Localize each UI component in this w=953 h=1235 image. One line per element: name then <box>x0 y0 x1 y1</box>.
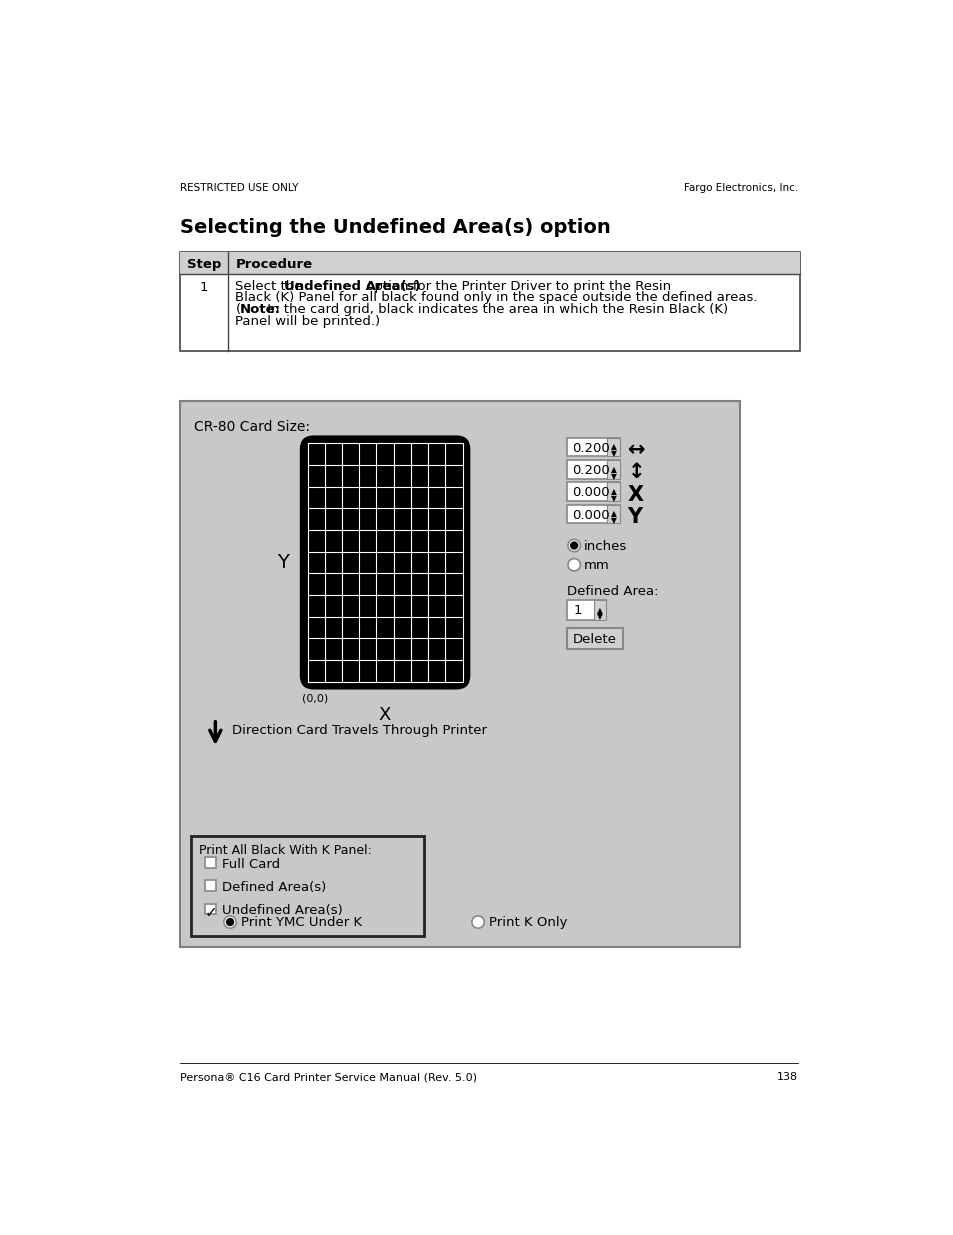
Bar <box>607 461 619 478</box>
Text: In the card grid, black indicates the area in which the Resin Black (K): In the card grid, black indicates the ar… <box>263 303 727 316</box>
Text: ▼: ▼ <box>610 450 616 458</box>
Text: Full Card: Full Card <box>222 858 280 871</box>
Text: CR-80 Card Size:: CR-80 Card Size: <box>193 420 310 433</box>
Text: ▼: ▼ <box>610 494 616 503</box>
Text: inches: inches <box>583 540 627 553</box>
Bar <box>567 600 605 620</box>
Text: Procedure: Procedure <box>235 258 313 270</box>
Text: Undefined Area(s): Undefined Area(s) <box>283 280 420 293</box>
Bar <box>205 881 216 892</box>
Text: Print K Only: Print K Only <box>488 916 567 929</box>
Circle shape <box>227 919 233 925</box>
Text: Defined Area:: Defined Area: <box>567 585 658 598</box>
Bar <box>567 505 619 524</box>
Bar <box>567 483 619 501</box>
Text: ▼: ▼ <box>597 613 602 621</box>
Text: X: X <box>627 484 643 505</box>
FancyBboxPatch shape <box>299 436 470 689</box>
Text: RESTRICTED USE ONLY: RESTRICTED USE ONLY <box>179 183 298 193</box>
Text: Note:: Note: <box>239 303 280 316</box>
Text: 0.000: 0.000 <box>571 509 609 521</box>
Text: ↕: ↕ <box>627 462 644 483</box>
Text: ↔: ↔ <box>627 440 644 459</box>
Bar <box>179 252 799 351</box>
Text: 1: 1 <box>199 282 208 294</box>
Circle shape <box>567 558 579 571</box>
Text: Step: Step <box>187 258 221 270</box>
Text: Y: Y <box>276 553 289 572</box>
Circle shape <box>472 916 484 929</box>
Circle shape <box>224 916 236 929</box>
Text: ▲: ▲ <box>610 464 616 474</box>
Circle shape <box>570 542 578 550</box>
Text: ✓: ✓ <box>204 905 217 920</box>
Text: ▲: ▲ <box>610 509 616 519</box>
Text: (: ( <box>235 303 240 316</box>
Bar <box>567 437 619 456</box>
Text: 0.200: 0.200 <box>571 442 609 454</box>
Text: Persona® C16 Card Printer Service Manual (Rev. 5.0): Persona® C16 Card Printer Service Manual… <box>179 1072 476 1082</box>
Text: mm: mm <box>583 559 609 572</box>
Bar <box>607 505 619 524</box>
Text: 138: 138 <box>776 1072 798 1082</box>
Text: Delete: Delete <box>573 632 617 646</box>
Circle shape <box>567 540 579 552</box>
Text: Panel will be printed.): Panel will be printed.) <box>235 315 380 327</box>
Text: Defined Area(s): Defined Area(s) <box>222 882 326 894</box>
Text: 1: 1 <box>573 604 581 618</box>
Bar <box>593 600 605 620</box>
Text: Y: Y <box>627 508 642 527</box>
Bar <box>567 461 619 478</box>
Bar <box>607 437 619 456</box>
Text: X: X <box>378 706 391 725</box>
Text: Black (K) Panel for all black found only in the space outside the defined areas.: Black (K) Panel for all black found only… <box>235 291 758 304</box>
Bar <box>192 836 423 936</box>
Text: Print All Black With K Panel:: Print All Black With K Panel: <box>199 844 372 857</box>
Text: Print YMC Under K: Print YMC Under K <box>241 916 362 929</box>
Bar <box>205 857 216 868</box>
Text: Select the: Select the <box>235 280 307 293</box>
Text: ▼: ▼ <box>610 516 616 525</box>
Text: Fargo Electronics, Inc.: Fargo Electronics, Inc. <box>683 183 798 193</box>
Bar <box>205 904 216 914</box>
Bar <box>607 483 619 501</box>
Text: 0.200: 0.200 <box>571 464 609 477</box>
Text: option for the Printer Driver to print the Resin: option for the Printer Driver to print t… <box>362 280 671 293</box>
Bar <box>567 627 622 650</box>
Text: Selecting the Undefined Area(s) option: Selecting the Undefined Area(s) option <box>179 217 610 236</box>
Bar <box>179 252 799 274</box>
Bar <box>179 401 740 947</box>
Text: ▲: ▲ <box>610 442 616 451</box>
Text: Direction Card Travels Through Printer: Direction Card Travels Through Printer <box>233 724 487 737</box>
Text: ▲: ▲ <box>597 605 602 615</box>
Text: ▼: ▼ <box>610 472 616 480</box>
Text: Undefined Area(s): Undefined Area(s) <box>222 904 343 918</box>
Text: ▲: ▲ <box>610 487 616 496</box>
Text: (0,0): (0,0) <box>302 693 328 704</box>
Text: 0.000: 0.000 <box>571 487 609 499</box>
